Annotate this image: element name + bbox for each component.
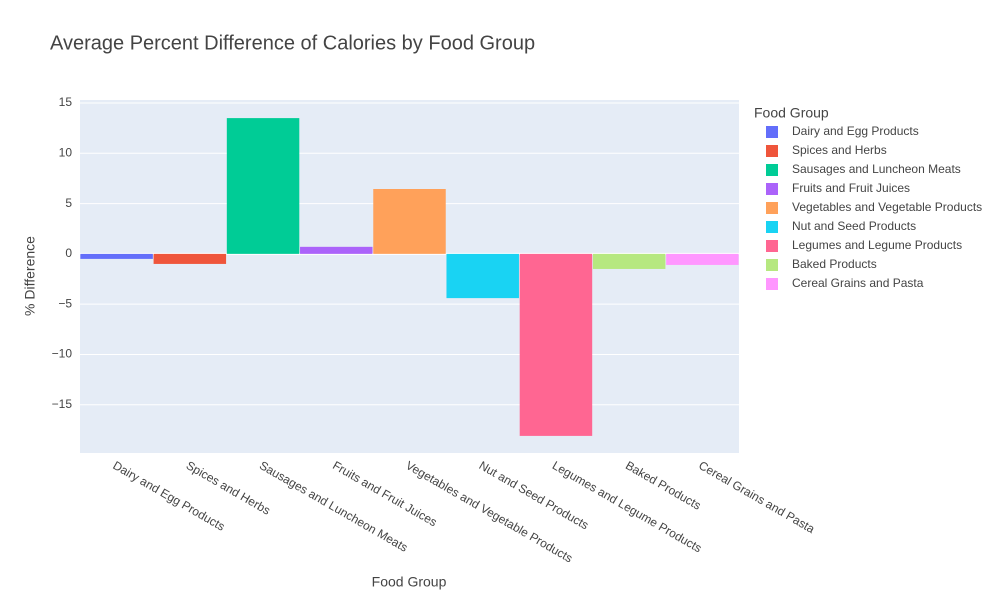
y-tick-label: −15 — [52, 397, 73, 411]
legend-label: Fruits and Fruit Juices — [792, 181, 910, 195]
legend-swatch — [766, 240, 778, 252]
x-tick-label: Legumes and Legume Products — [550, 458, 704, 555]
legend-label: Spices and Herbs — [792, 143, 887, 157]
y-tick-label: −10 — [52, 347, 73, 361]
legend-label: Sausages and Luncheon Meats — [792, 162, 961, 176]
plot-area — [80, 100, 739, 453]
legend-label: Vegetables and Vegetable Products — [792, 200, 982, 214]
bar — [373, 189, 446, 254]
y-tick-label: 10 — [59, 145, 73, 159]
legend-swatch — [766, 183, 778, 195]
y-tick-label: 0 — [65, 246, 72, 260]
y-tick-label: −5 — [58, 296, 72, 310]
bar — [153, 253, 227, 264]
legend-swatch — [766, 145, 778, 157]
bar — [80, 253, 153, 259]
bar — [300, 246, 373, 254]
bar — [592, 253, 666, 269]
bar — [446, 253, 519, 299]
bar — [666, 253, 739, 265]
x-tick-label: Cereal Grains and Pasta — [696, 458, 817, 536]
legend-label: Legumes and Legume Products — [792, 238, 962, 252]
legend-label: Nut and Seed Products — [792, 219, 916, 233]
x-axis-title: Food Group — [372, 574, 447, 590]
legend-swatch — [766, 221, 778, 233]
legend-title: Food Group — [754, 105, 829, 121]
y-axis-title: % Difference — [22, 236, 38, 316]
legend-swatch — [766, 259, 778, 271]
bar — [519, 253, 593, 436]
legend-label: Baked Products — [792, 257, 877, 271]
legend-label: Dairy and Egg Products — [792, 124, 919, 138]
legend-swatch — [766, 126, 778, 138]
chart-title: Average Percent Difference of Calories b… — [50, 32, 535, 54]
y-tick-label: 5 — [65, 196, 72, 210]
legend-swatch — [766, 278, 778, 290]
legend-swatch — [766, 164, 778, 176]
x-tick-label: Sausages and Luncheon Meats — [257, 458, 410, 555]
legend-swatch — [766, 202, 778, 214]
bar — [226, 118, 300, 254]
y-tick-label: 15 — [59, 95, 73, 109]
legend-label: Cereal Grains and Pasta — [792, 276, 924, 290]
